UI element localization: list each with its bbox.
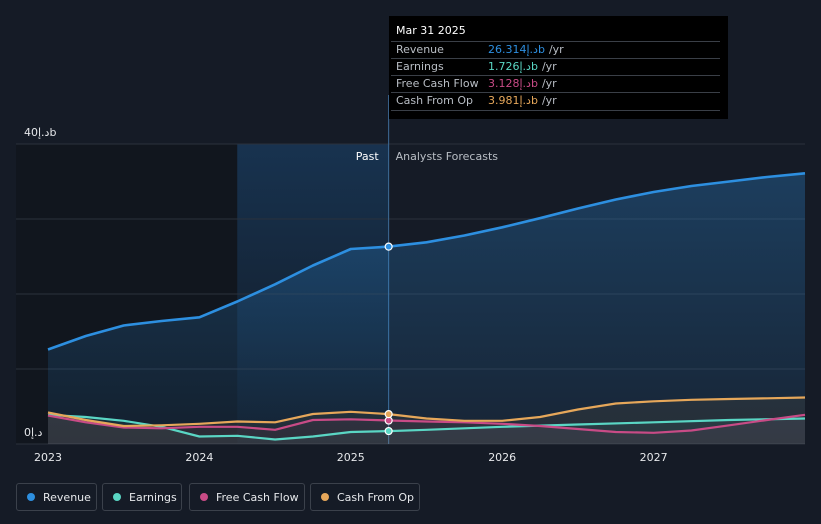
legend-label: Earnings	[129, 490, 177, 504]
tooltip-label: Revenue	[396, 43, 444, 56]
tooltip-unit: /yr	[541, 77, 557, 90]
revenue-marker	[384, 242, 393, 251]
tooltip-label: Cash From Op	[396, 94, 474, 107]
x-tick-label: 2027	[640, 451, 668, 464]
legend-free-cash-flow[interactable]: Free Cash Flow	[189, 483, 305, 511]
tooltip-value: 3.981د.إb	[488, 94, 538, 107]
forecast-label: Analysts Forecasts	[396, 150, 499, 163]
tooltip-row-cash-from-op: Cash From Op 3.981د.إb/yr	[391, 92, 720, 111]
tooltip-value: 1.726د.إb	[488, 60, 538, 73]
tooltip-unit: /yr	[548, 43, 564, 56]
cash_from_op-marker	[384, 410, 393, 419]
x-tick-label: 2023	[34, 451, 62, 464]
past-label: Past	[356, 150, 380, 163]
free_cash_flow-line	[47, 413, 806, 434]
tooltip-label: Earnings	[396, 60, 444, 73]
tooltip-row-free-cash-flow: Free Cash Flow 3.128د.إb/yr	[391, 75, 720, 93]
y-tick-label-top: 40د.إb	[24, 126, 56, 139]
legend-revenue[interactable]: Revenue	[16, 483, 97, 511]
legend-dot-icon	[321, 493, 329, 501]
x-tick-label: 2025	[337, 451, 365, 464]
legend-cash-from-op[interactable]: Cash From Op	[310, 483, 420, 511]
tooltip-row-earnings: Earnings 1.726د.إb/yr	[391, 58, 720, 76]
legend-dot-icon	[27, 493, 35, 501]
tooltip-date: Mar 31 2025	[396, 24, 466, 37]
revenue-area	[48, 173, 805, 445]
tooltip-value: 3.128د.إb	[488, 77, 538, 90]
x-tick-label: 2024	[185, 451, 213, 464]
earnings-marker	[384, 426, 393, 436]
x-tick-label: 2026	[488, 451, 516, 464]
legend-earnings[interactable]: Earnings	[102, 483, 182, 511]
legend-label: Free Cash Flow	[216, 490, 299, 504]
tooltip-row-revenue: Revenue 26.314د.إb/yr	[391, 41, 720, 59]
y-tick-label-bottom: 0د.إ	[24, 426, 43, 439]
legend-dot-icon	[200, 493, 208, 501]
tooltip: Mar 31 2025 Revenue 26.314د.إb/yr Earnin…	[389, 16, 728, 119]
tooltip-unit: /yr	[541, 60, 557, 73]
tooltip-label: Free Cash Flow	[396, 77, 479, 90]
legend-dot-icon	[113, 493, 121, 501]
legend-label: Revenue	[43, 490, 91, 504]
cash_from_op-line	[47, 396, 806, 428]
tooltip-value: 26.314د.إb	[488, 43, 545, 56]
legend-label: Cash From Op	[337, 490, 415, 504]
tooltip-unit: /yr	[541, 94, 557, 107]
revenue-line	[47, 172, 806, 351]
